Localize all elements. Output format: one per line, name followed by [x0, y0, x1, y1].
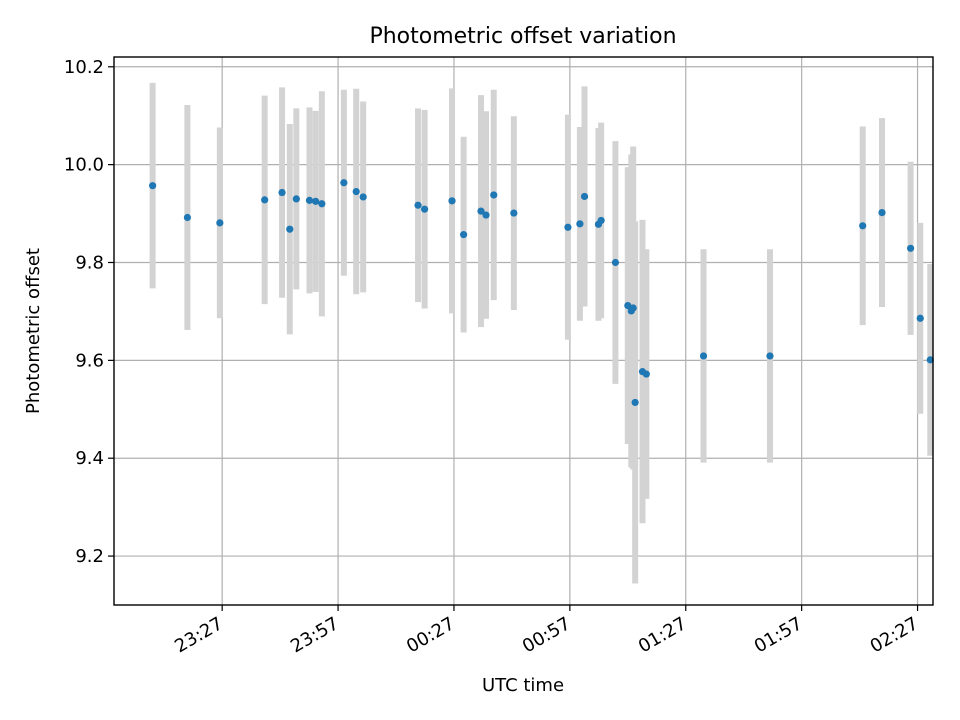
data-point — [340, 179, 348, 187]
y-tick-label: 10.2 — [64, 57, 104, 78]
data-point — [477, 207, 485, 215]
data-point — [766, 352, 774, 360]
data-point — [629, 304, 637, 312]
y-tick-label: 9.4 — [75, 448, 104, 469]
data-point — [631, 398, 639, 407]
y-tick-label: 9.8 — [75, 253, 104, 274]
data-point — [448, 197, 456, 205]
data-point — [286, 225, 294, 233]
x-tick-label: 01:27 — [635, 613, 690, 657]
plot-frame — [113, 56, 934, 606]
data-point — [183, 213, 192, 222]
data-point — [699, 352, 708, 360]
data-point — [576, 220, 584, 228]
y-tick-label: 9.6 — [75, 350, 104, 371]
data-point — [642, 370, 650, 378]
data-point — [564, 223, 572, 231]
data-point — [352, 187, 360, 196]
data-point — [318, 200, 326, 208]
data-point — [906, 244, 915, 252]
data-point — [216, 219, 224, 227]
y-tick-label: 9.2 — [75, 546, 104, 567]
x-tick-label: 01:57 — [751, 613, 806, 657]
x-tick-label: 02:27 — [867, 613, 922, 657]
x-tick-label: 23:57 — [287, 613, 342, 657]
data-point — [926, 356, 934, 364]
data-point — [305, 196, 314, 204]
error-bars — [149, 82, 934, 584]
data-point — [482, 211, 490, 219]
data-point — [597, 216, 605, 225]
x-tick-label: 00:57 — [519, 613, 574, 657]
data-point — [490, 191, 498, 199]
data-point — [916, 314, 924, 322]
data-point — [149, 182, 157, 190]
data-point — [292, 195, 300, 203]
x-axis-label: UTC time — [482, 675, 564, 696]
data-point — [460, 231, 468, 239]
x-tick-label: 00:27 — [403, 613, 458, 657]
data-point — [878, 208, 886, 217]
data-point — [261, 196, 269, 204]
y-axis-label: Photometric offset — [23, 248, 44, 414]
x-tick-label: 23:27 — [171, 613, 226, 657]
data-point — [312, 197, 320, 205]
data-point — [859, 222, 867, 230]
y-tick-label: 10.0 — [64, 155, 104, 176]
data-point — [278, 188, 286, 197]
data-point — [624, 301, 632, 310]
data-point — [580, 192, 589, 201]
data-points — [149, 179, 934, 407]
data-point — [510, 209, 518, 217]
data-point — [611, 258, 620, 267]
chart-title: Photometric offset variation — [369, 24, 676, 49]
data-point — [414, 201, 422, 209]
data-point — [421, 205, 429, 213]
data-point — [359, 193, 367, 201]
grid-layer — [114, 57, 933, 605]
